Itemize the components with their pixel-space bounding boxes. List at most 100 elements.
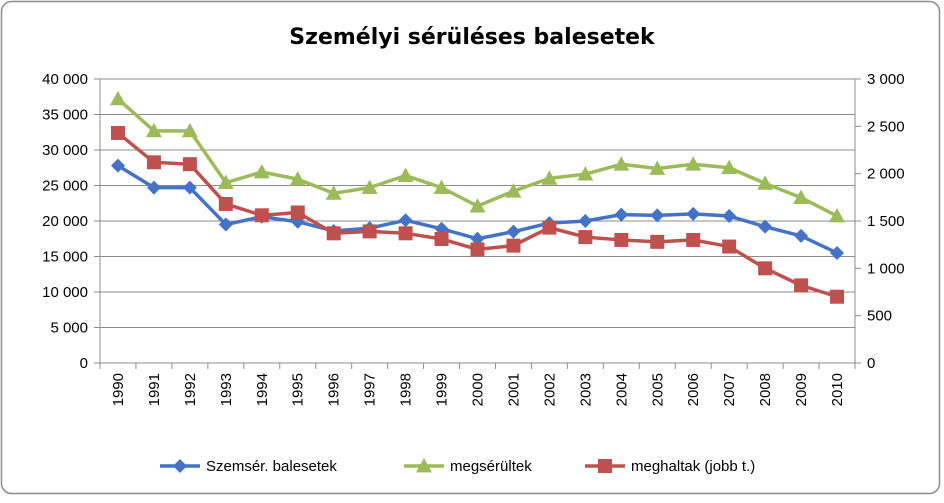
data-point — [758, 261, 773, 276]
data-point — [182, 157, 197, 172]
left-tick-label: 25 000 — [42, 178, 88, 195]
right-tick-label: 1 000 — [867, 260, 905, 277]
x-tick-label: 2002 — [541, 373, 558, 406]
data-point — [686, 232, 701, 247]
x-tick-label: 2003 — [577, 373, 594, 406]
data-point — [650, 234, 665, 249]
data-point — [722, 209, 737, 224]
data-point — [110, 125, 125, 140]
data-point — [397, 167, 414, 182]
data-point — [110, 158, 125, 173]
data-point — [182, 180, 197, 195]
x-axis-ticks: 1990 1991 1992 1993 1994 1995 1996 1997 1998 1999… — [110, 373, 846, 406]
left-axis-ticks: 0 5 000 10 000 15 000 20 000 25 000 30 000 35 0… — [42, 71, 88, 372]
left-tick-label: 0 — [80, 355, 88, 372]
chart-title: Személyi sérüléses balesetek — [289, 25, 656, 50]
series-triangle — [109, 90, 846, 223]
data-point — [290, 205, 305, 220]
data-point — [505, 183, 522, 198]
data-point — [794, 228, 809, 243]
x-tick-label: 2009 — [793, 373, 810, 406]
x-tick-label: 1991 — [146, 373, 163, 406]
data-point — [577, 166, 594, 181]
data-point — [434, 231, 449, 246]
left-tick-label: 15 000 — [42, 249, 88, 266]
data-point — [145, 122, 162, 138]
data-point — [398, 213, 413, 228]
data-point — [793, 189, 810, 204]
data-point — [146, 180, 161, 195]
data-point — [650, 208, 665, 223]
x-tick-label: 2005 — [649, 373, 666, 406]
data-point — [542, 220, 557, 235]
right-tick-label: 2 000 — [867, 166, 905, 183]
data-point — [218, 196, 233, 211]
x-tick-label: 2007 — [721, 373, 738, 406]
legend-item: megsérültek — [404, 458, 532, 475]
legend-label: megsérültek — [450, 458, 532, 475]
legend-label: meghaltak (jobb t.) — [631, 458, 755, 475]
data-point — [254, 208, 269, 223]
left-tick-label: 30 000 — [42, 142, 88, 159]
x-tick-label: 1993 — [218, 373, 235, 406]
x-tick-label: 2000 — [470, 373, 487, 406]
data-point — [830, 289, 845, 304]
data-point — [649, 160, 666, 175]
data-point — [578, 214, 593, 228]
data-point — [598, 459, 612, 473]
x-tick-label: 1996 — [326, 373, 343, 406]
data-point — [361, 179, 378, 195]
data-point — [757, 175, 774, 190]
data-point — [758, 219, 773, 234]
x-tick-label: 1998 — [398, 373, 415, 406]
data-point — [686, 206, 701, 221]
x-tick-label: 1990 — [110, 373, 127, 406]
data-point — [685, 156, 702, 171]
x-tick-label: 1995 — [290, 373, 307, 406]
data-point — [829, 208, 846, 223]
data-point — [416, 458, 432, 473]
data-point — [614, 207, 629, 222]
right-tick-label: 1 500 — [867, 213, 905, 230]
data-point — [794, 278, 809, 293]
data-point — [470, 242, 485, 257]
data-point — [146, 155, 161, 170]
legend: Szemsér. balesetek megsérültek meghaltak (… — [160, 458, 755, 475]
data-point — [181, 122, 198, 138]
right-axis-ticks: 0 500 1 000 1 500 2 000 2 500 3 000 — [867, 71, 905, 372]
data-point — [362, 224, 377, 239]
data-point — [614, 232, 629, 247]
data-point — [217, 174, 234, 190]
legend-item: Szemsér. balesetek — [160, 458, 337, 475]
data-point — [289, 171, 306, 186]
data-point — [470, 231, 485, 246]
data-point — [613, 156, 630, 171]
data-point — [578, 230, 593, 245]
data-point — [830, 245, 845, 260]
x-tick-label: 2006 — [685, 373, 702, 406]
data-point — [253, 164, 270, 179]
data-point — [218, 217, 233, 232]
x-tick-label: 1999 — [434, 373, 451, 406]
data-point — [722, 239, 737, 254]
right-tick-label: 0 — [867, 355, 875, 372]
x-tick-label: 2008 — [757, 373, 774, 406]
data-point — [721, 159, 738, 175]
data-point — [109, 90, 126, 106]
x-tick-label: 2001 — [505, 373, 522, 406]
data-point — [506, 224, 521, 239]
right-tick-label: 2 500 — [867, 118, 905, 135]
left-tick-label: 20 000 — [42, 213, 88, 230]
x-tick-label: 1992 — [182, 373, 199, 406]
x-tick-label: 2004 — [613, 373, 630, 406]
data-point — [433, 179, 450, 195]
axes — [94, 78, 861, 369]
right-tick-label: 500 — [867, 308, 892, 325]
data-point — [541, 170, 558, 185]
right-tick-label: 3 000 — [867, 71, 905, 88]
x-tick-label: 1994 — [254, 373, 271, 406]
left-tick-label: 10 000 — [42, 284, 88, 301]
series-square — [110, 125, 845, 304]
